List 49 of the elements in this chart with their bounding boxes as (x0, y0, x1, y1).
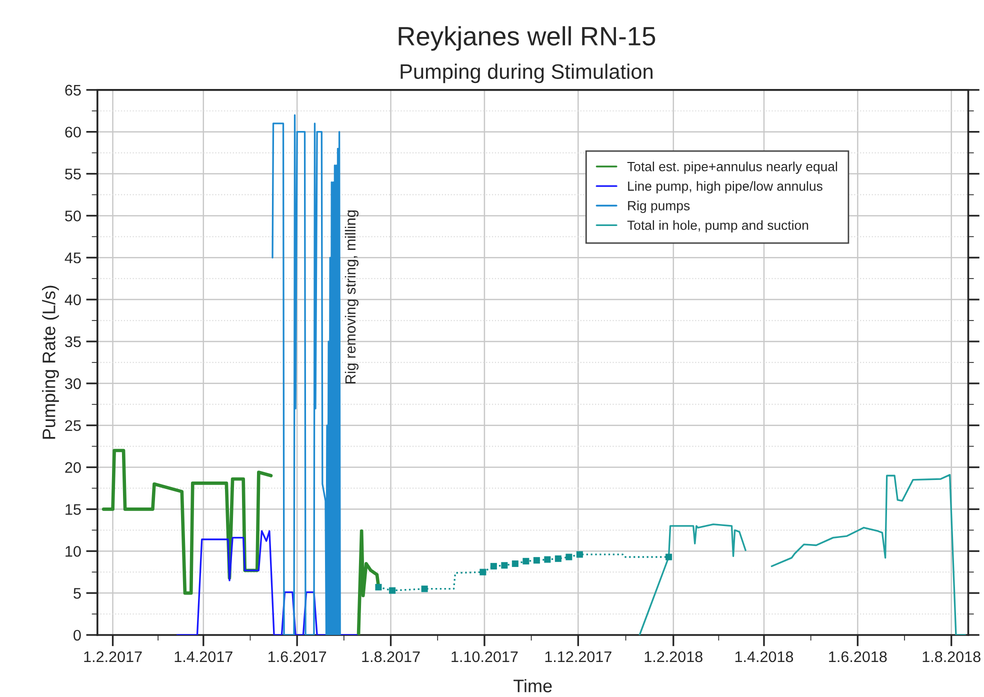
y-tick-label: 30 (65, 378, 81, 390)
point (490, 562, 497, 570)
x-axis-title: Time (514, 679, 552, 692)
x-tick-label: 1.4.2018 (735, 651, 794, 662)
legend-label: Total in hole, pump and suction (627, 220, 808, 233)
y-tick-label: 10 (66, 546, 81, 557)
chart-title: Reykjanes well RN-15 (398, 26, 656, 51)
point (421, 586, 428, 592)
y-tick-label: 65 (65, 84, 81, 96)
point (389, 587, 396, 594)
y-tick-label: 25 (65, 420, 81, 432)
point (375, 584, 382, 590)
x-tick-label: 1.6.2018 (829, 651, 887, 662)
point (501, 562, 508, 569)
point (512, 560, 518, 567)
chart-subtitle: Pumping during Stimulation (400, 64, 652, 84)
y-tick-label: 60 (65, 126, 81, 138)
point (544, 556, 551, 563)
y-tick-label: 55 (65, 168, 81, 180)
legend-label: Total est. pipe+annulus nearly equal (627, 162, 838, 174)
point (480, 568, 486, 576)
point (666, 554, 672, 560)
point (522, 558, 530, 564)
y-tick-label: 45 (64, 252, 81, 264)
legend-label: Line pump, high pipe/low annulus (628, 181, 822, 194)
y-tick-label: 40 (64, 294, 81, 306)
point (533, 557, 540, 564)
x-tick-label: 1.2.2017 (84, 651, 142, 662)
legend-label: Rig pumps (628, 200, 690, 213)
point (566, 554, 572, 560)
x-tick-label: 1.6.2017 (268, 651, 326, 662)
y-tick-label: 20 (65, 462, 81, 473)
line-series (272, 114, 341, 635)
point (576, 551, 583, 558)
y-tick-label: 0 (74, 630, 81, 641)
y-tick-label: 5 (74, 588, 81, 599)
x-tick-label: 1.4.2017 (174, 651, 232, 662)
y-tick-label: 15 (66, 504, 81, 515)
x-tick-label: 1.10.2017 (452, 651, 518, 662)
line-series (176, 530, 358, 635)
y-tick-label: 35 (65, 336, 81, 348)
y-tick-label: 50 (65, 210, 81, 222)
x-tick-label: 1.2.2018 (644, 651, 702, 662)
y-axis-title: Pumping Rate (L/s) (42, 286, 59, 439)
x-tick-label: 1.8.2017 (362, 651, 420, 662)
annotation: Rig removing string, milling (344, 210, 358, 384)
x-tick-label: 1.8.2018 (922, 651, 980, 662)
point (554, 555, 562, 562)
x-tick-label: 1.12.2017 (545, 651, 612, 662)
